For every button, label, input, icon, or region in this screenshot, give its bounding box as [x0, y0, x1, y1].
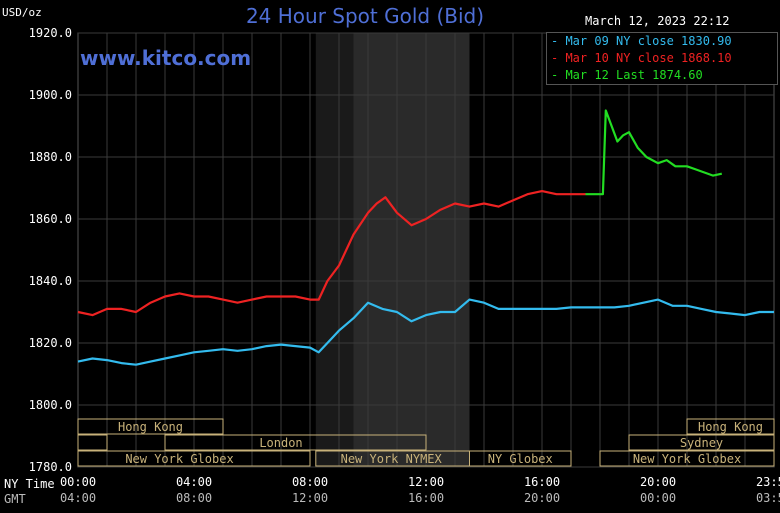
legend-entry-mar10: - Mar 10 NY close 1868.10: [547, 50, 777, 67]
session-label: New York Globex: [125, 452, 233, 466]
y-tick-label: 1900.0: [29, 88, 72, 102]
y-axis-label: USD/oz: [2, 6, 42, 19]
y-tick-label: 1820.0: [29, 336, 72, 350]
x-tick-label-ny: 16:00: [524, 475, 560, 489]
y-tick-label: 1780.0: [29, 460, 72, 474]
x-tick-label-gmt: 00:00: [640, 491, 676, 505]
legend-entry-mar12: - Mar 12 Last 1874.60: [547, 67, 777, 84]
x-tick-label-gmt: 20:00: [524, 491, 560, 505]
y-tick-label: 1920.0: [29, 26, 72, 40]
y-tick-label: 1840.0: [29, 274, 72, 288]
legend-entry-mar09: - Mar 09 NY close 1830.90: [547, 33, 777, 50]
x-tick-label-gmt: 12:00: [292, 491, 328, 505]
session-label: Hong Kong: [118, 420, 183, 434]
x-tick-label-gmt: 04:00: [60, 491, 96, 505]
x-tick-label-ny: 04:00: [176, 475, 212, 489]
gmt-label: GMT: [4, 492, 26, 506]
ny-time-label: NY Time: [4, 477, 55, 491]
x-tick-label-ny: 00:00: [60, 475, 96, 489]
chart-legend: - Mar 09 NY close 1830.90 - Mar 10 NY cl…: [546, 32, 778, 85]
x-tick-label-ny: 12:00: [408, 475, 444, 489]
x-tick-label-ny: 08:00: [292, 475, 328, 489]
session-label: New York NYMEX: [341, 452, 443, 466]
session-label: New York Globex: [633, 452, 741, 466]
x-tick-label-ny: 23:59: [756, 475, 780, 489]
chart-timestamp: March 12, 2023 22:12: [585, 14, 730, 28]
watermark-link[interactable]: www.kitco.com: [80, 46, 251, 70]
x-tick-label-gmt: 08:00: [176, 491, 212, 505]
x-tick-label-ny: 20:00: [640, 475, 676, 489]
session-label: Sydney: [680, 436, 723, 450]
y-tick-label: 1800.0: [29, 398, 72, 412]
session-label: Hong Kong: [698, 420, 763, 434]
x-tick-label-gmt: 03:59: [756, 491, 780, 505]
y-tick-label: 1860.0: [29, 212, 72, 226]
ny-premarket-shade: [316, 33, 354, 467]
session-label: NY Globex: [488, 452, 553, 466]
x-tick-label-gmt: 16:00: [408, 491, 444, 505]
y-tick-label: 1880.0: [29, 150, 72, 164]
ny-session-shade: [354, 33, 470, 467]
session-label: London: [259, 436, 302, 450]
